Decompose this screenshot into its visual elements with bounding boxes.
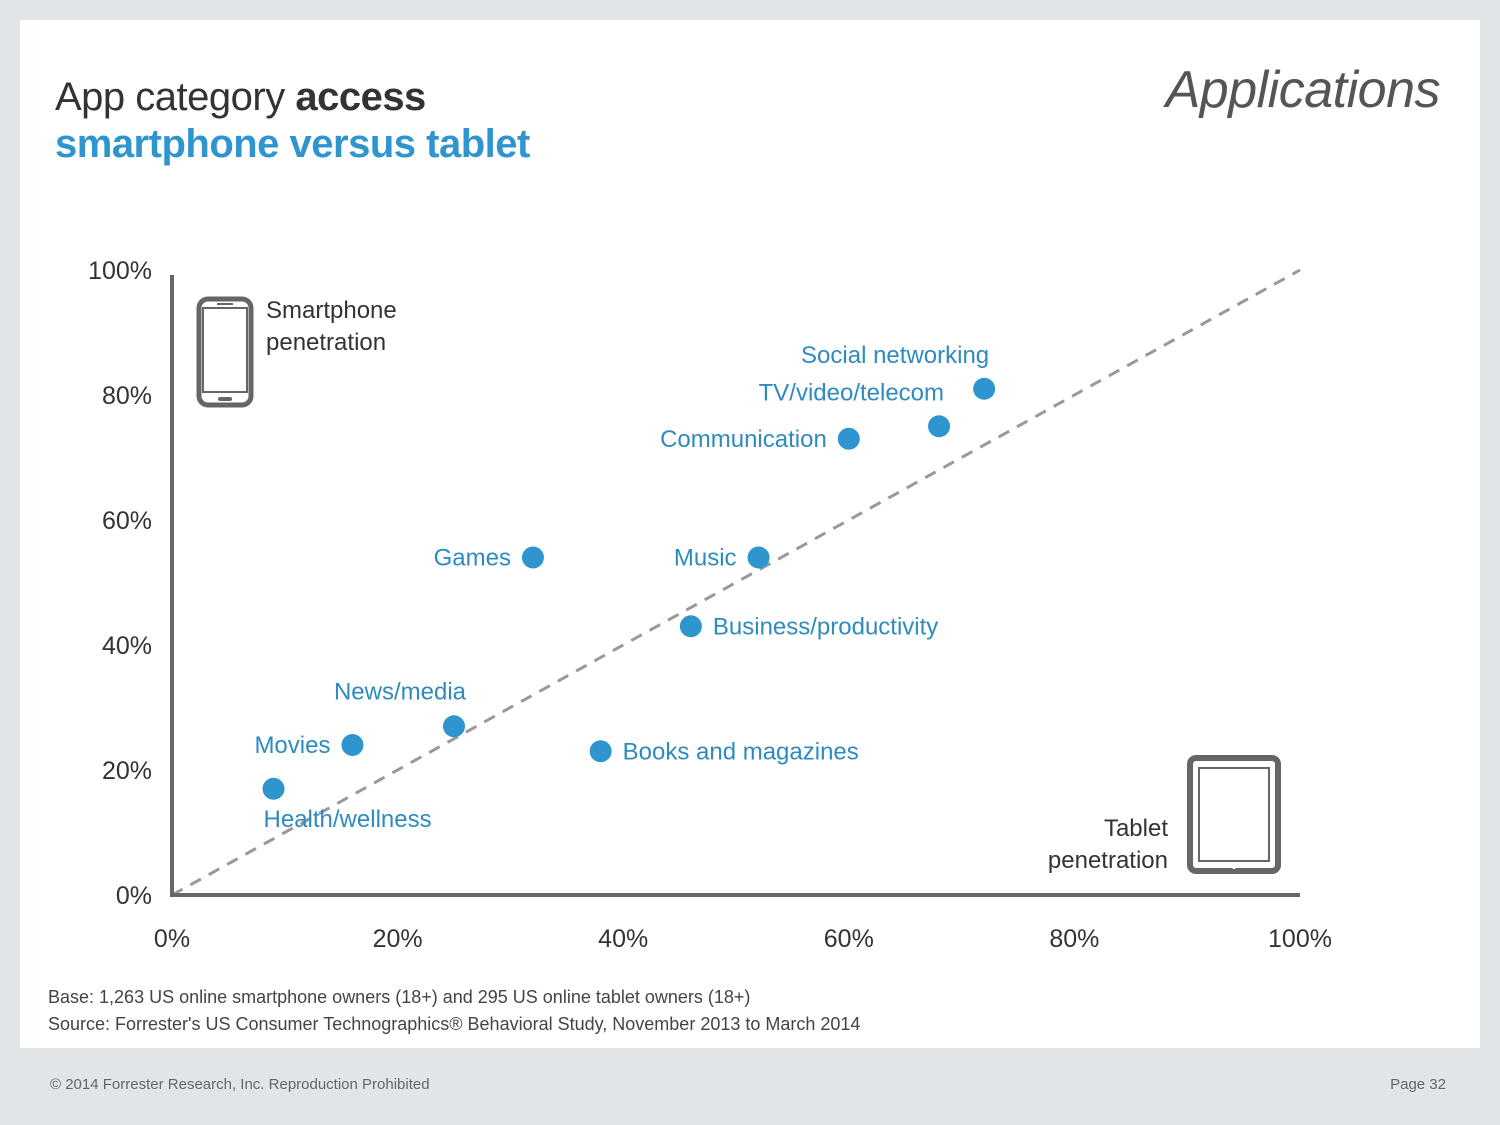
- y-tick-label: 60%: [102, 507, 152, 535]
- data-point-label: TV/video/telecom: [759, 379, 944, 406]
- smartphone-legend-line1: Smartphone: [266, 297, 397, 324]
- data-point-label: Books and magazines: [623, 738, 859, 765]
- x-tick-label: 0%: [154, 925, 190, 953]
- data-point: [928, 415, 951, 438]
- smartphone-legend-line2: penetration: [266, 329, 386, 356]
- data-point: [679, 615, 702, 638]
- y-tick-labels: 0% 20% 40% 60% 80% 100%: [88, 257, 152, 910]
- page-number: Page 32: [1390, 1076, 1446, 1093]
- data-point: [973, 377, 996, 400]
- data-point: [341, 734, 364, 756]
- data-point: [443, 715, 465, 738]
- source-note: Source: Forrester's US Consumer Technogr…: [48, 1014, 861, 1034]
- title-bold: access: [295, 75, 426, 119]
- title-regular: App category: [55, 75, 296, 119]
- data-point-label: Health/wellness: [264, 806, 432, 833]
- y-tick-label: 20%: [102, 757, 152, 785]
- data-point-label: News/media: [334, 678, 467, 705]
- tablet-legend-line1: Tablet: [1104, 815, 1168, 842]
- slide-title: App category access: [55, 75, 426, 120]
- slide-subtitle: smartphone versus tablet: [55, 122, 530, 166]
- data-point: [262, 777, 285, 800]
- x-tick-label: 40%: [598, 925, 648, 953]
- data-point: [747, 546, 770, 569]
- tablet-icon: [1187, 755, 1281, 874]
- x-tick-labels: 0% 20% 40% 60% 80% 100%: [154, 925, 1332, 953]
- data-point-label: Music: [674, 545, 737, 572]
- diagonal-reference-line: [171, 268, 1301, 897]
- y-tick-label: 0%: [116, 882, 152, 910]
- y-tick-label: 80%: [102, 382, 152, 410]
- data-point-label: Games: [434, 545, 511, 572]
- data-point-label: Communication: [660, 426, 827, 453]
- base-note: Base: 1,263 US online smartphone owners …: [48, 987, 751, 1007]
- data-points: Social networking TV/video/telecom Communi…: [254, 342, 996, 833]
- copyright-footer: © 2014 Forrester Research, Inc. Reproduc…: [50, 1076, 430, 1093]
- data-point-label: Social networking: [801, 342, 989, 369]
- x-tick-label: 100%: [1268, 925, 1332, 953]
- x-tick-label: 20%: [373, 925, 423, 953]
- smartphone-icon: [196, 296, 254, 408]
- y-tick-label: 100%: [88, 257, 152, 285]
- data-point-label: Movies: [254, 732, 330, 759]
- data-point: [521, 546, 544, 569]
- section-label: Applications: [1165, 61, 1441, 119]
- data-point: [589, 740, 612, 763]
- x-tick-label: 60%: [824, 925, 874, 953]
- slide-card: [20, 20, 1480, 1048]
- data-point-label: Business/productivity: [713, 613, 938, 640]
- tablet-legend-line2: penetration: [1048, 847, 1168, 874]
- data-point: [837, 427, 860, 450]
- x-tick-label: 80%: [1049, 925, 1099, 953]
- y-tick-label: 40%: [102, 632, 152, 660]
